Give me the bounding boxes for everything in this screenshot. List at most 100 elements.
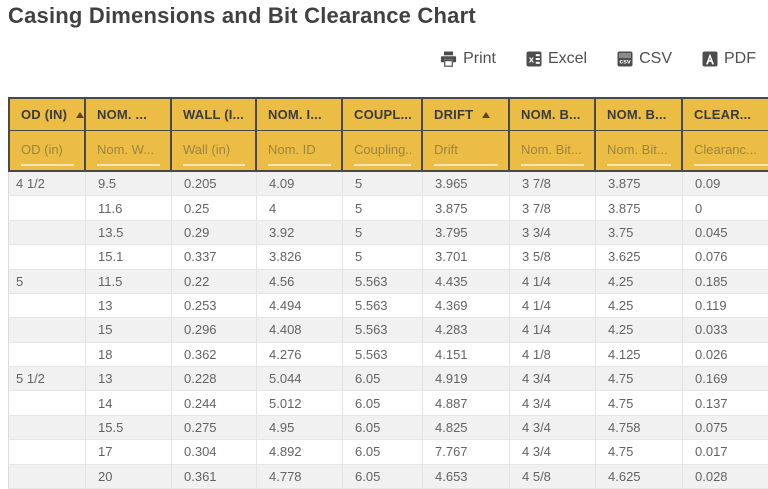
table-cell: 3.625 (596, 245, 683, 270)
table-cell: 13 (86, 367, 172, 392)
table-cell: 0.362 (172, 342, 257, 367)
table-cell: 4.25 (596, 293, 683, 319)
export-pdf-button[interactable]: PDF (702, 50, 756, 68)
filter-input-1[interactable]: Nom. W... (86, 131, 172, 172)
table-cell: 3.875 (423, 196, 510, 221)
filter-placeholder: Nom. W... (97, 142, 155, 157)
column-header-label: DRIFT (434, 107, 474, 122)
table-cell: 11.5 (86, 269, 172, 294)
table-cell (8, 415, 86, 441)
filter-placeholder: Drift (434, 142, 458, 157)
column-header-3[interactable]: NOM. I... (257, 97, 343, 131)
table-cell: 4.75 (596, 440, 683, 465)
filter-underline (354, 164, 411, 166)
filter-input-3[interactable]: Nom. ID (257, 131, 343, 172)
table-cell: 17 (86, 440, 172, 465)
table-cell: 3.92 (257, 220, 343, 246)
table-cell: 0.29 (172, 220, 257, 246)
column-header-label: CLEAR... (694, 107, 752, 122)
column-header-1[interactable]: NOM. ... (86, 97, 172, 131)
table-cell: 0.076 (683, 245, 768, 270)
table-cell: 4 3/4 (510, 391, 596, 416)
table-cell: 4.25 (596, 318, 683, 343)
export-print-button[interactable]: Print (440, 50, 496, 68)
table-cell: 4 3/4 (510, 440, 596, 465)
table-cell: 15 (86, 318, 172, 343)
table-cell: 4.758 (596, 415, 683, 441)
filter-placeholder: Clearanc... (694, 142, 757, 157)
table-cell: 5.044 (257, 367, 343, 392)
filter-placeholder: Coupling... (354, 142, 411, 157)
table-cell (8, 464, 86, 489)
table-cell: 4.887 (423, 391, 510, 416)
table-cell: 5 (343, 196, 423, 221)
export-excel-button[interactable]: x Excel (526, 50, 587, 68)
table-cell: 3 5/8 (510, 245, 596, 270)
filter-input-4[interactable]: Coupling... (343, 131, 423, 172)
column-header-label: OD (IN) (21, 107, 68, 122)
filter-input-7[interactable]: Nom. Bit... (596, 131, 683, 172)
pdf-icon (702, 51, 718, 67)
table-cell: 4.408 (257, 318, 343, 343)
table-cell: 5.012 (257, 391, 343, 416)
table-cell: 4.825 (423, 415, 510, 441)
table-cell: 0.028 (683, 464, 768, 489)
table-cell (8, 293, 86, 319)
table-cell: 0.033 (683, 318, 768, 343)
table-cell: 13.5 (86, 220, 172, 246)
table-cell (8, 318, 86, 343)
table-cell: 4 3/4 (510, 367, 596, 392)
column-header-5[interactable]: DRIFT (423, 97, 510, 131)
table-cell: 15.5 (86, 415, 172, 441)
table-cell: 0.296 (172, 318, 257, 343)
table-cell: 3.875 (596, 196, 683, 221)
column-header-6[interactable]: NOM. B... (510, 97, 596, 131)
filter-input-2[interactable]: Wall (in) (172, 131, 257, 172)
filter-input-6[interactable]: Nom. Bit... (510, 131, 596, 172)
filter-input-8[interactable]: Clearanc... (683, 131, 768, 172)
table-cell: 6.05 (343, 391, 423, 416)
table-cell: 0.026 (683, 342, 768, 367)
table-cell: 4.778 (257, 464, 343, 489)
table-cell: 14 (86, 391, 172, 416)
export-csv-button[interactable]: csv CSV (617, 50, 672, 68)
column-header-2[interactable]: WALL (I... (172, 97, 257, 131)
filter-placeholder: Nom. Bit... (607, 142, 668, 157)
column-header-8[interactable]: CLEAR... (683, 97, 768, 131)
table-cell: 5.563 (343, 269, 423, 294)
table-cell: 4.369 (423, 293, 510, 319)
table-cell: 4.494 (257, 293, 343, 319)
filter-underline (607, 164, 671, 166)
filter-placeholder: Nom. Bit... (521, 142, 582, 157)
table-cell: 3 7/8 (510, 172, 596, 197)
table-cell: 4 5/8 (510, 464, 596, 489)
table-cell: 18 (86, 342, 172, 367)
table-cell: 3.826 (257, 245, 343, 270)
table-cell (8, 245, 86, 270)
column-header-0[interactable]: OD (IN) (8, 97, 86, 131)
table-cell: 7.767 (423, 440, 510, 465)
svg-text:x: x (529, 55, 535, 66)
table-cell: 0.137 (683, 391, 768, 416)
csv-icon: csv (617, 51, 633, 67)
column-header-4[interactable]: COUPL... (343, 97, 423, 131)
filter-input-5[interactable]: Drift (423, 131, 510, 172)
table-cell: 0.075 (683, 415, 768, 441)
table-cell: 6.05 (343, 367, 423, 392)
table-cell: 4 1/8 (510, 342, 596, 367)
table-cell: 4.75 (596, 367, 683, 392)
table-cell: 13 (86, 293, 172, 319)
filter-input-0[interactable]: OD (in) (8, 131, 86, 172)
table-cell (8, 220, 86, 246)
table-cell: 4.25 (596, 269, 683, 294)
table-cell: 5 (343, 220, 423, 246)
sort-ascending-icon (76, 111, 84, 118)
table-cell: 4.125 (596, 342, 683, 367)
table-cell: 4.151 (423, 342, 510, 367)
filter-underline (521, 164, 584, 166)
table-cell: 4.625 (596, 464, 683, 489)
table-cell: 5 (8, 269, 86, 294)
column-header-label: NOM. ... (97, 107, 147, 122)
table-cell: 6.05 (343, 415, 423, 441)
column-header-7[interactable]: NOM. B... (596, 97, 683, 131)
